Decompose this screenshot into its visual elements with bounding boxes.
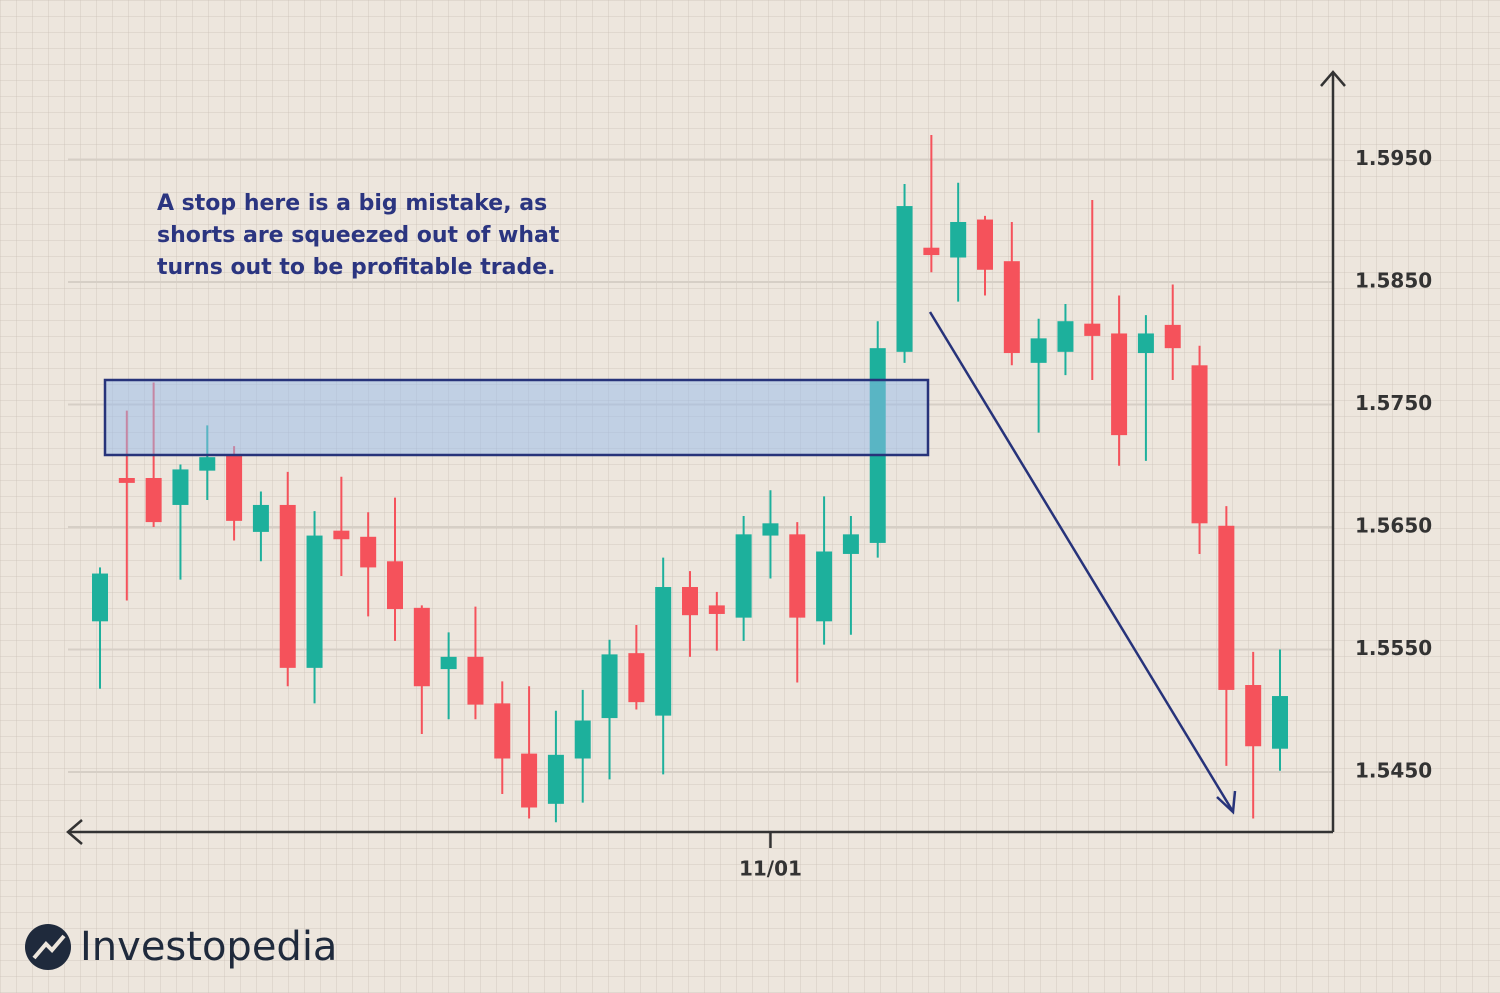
x-tick-label: 11/01: [739, 857, 802, 881]
candle-body: [1084, 323, 1101, 336]
y-tick-label: 1.5650: [1355, 513, 1432, 537]
candle-body: [440, 656, 457, 670]
candle-body: [1137, 333, 1154, 354]
candle-body: [842, 534, 859, 554]
candle-body: [360, 536, 377, 568]
y-tick-label: 1.5750: [1355, 391, 1432, 415]
candle-body: [950, 221, 967, 258]
y-tick-label: 1.5850: [1355, 269, 1432, 293]
annotation: A stop here is a big mistake, as shorts …: [157, 191, 560, 280]
candle-body: [547, 754, 564, 804]
candle-body: [306, 535, 323, 668]
candle-body: [1191, 365, 1208, 524]
candle-body: [628, 653, 645, 703]
candle-body: [923, 247, 940, 256]
candle-body: [601, 654, 618, 719]
candle-body: [1111, 333, 1128, 436]
y-tick-label: 1.5550: [1355, 636, 1432, 660]
candle-body: [896, 206, 913, 352]
candle-body: [574, 720, 591, 759]
logo-icon-line: [32, 934, 66, 960]
logo: Investopedia: [25, 924, 337, 970]
candle-body: [118, 477, 135, 483]
candle-body: [789, 534, 806, 618]
annotation-line: turns out to be profitable trade.: [157, 255, 556, 280]
candle-body: [226, 455, 243, 521]
candle-body: [682, 587, 698, 616]
annotation-line: A stop here is a big mistake, as: [157, 191, 547, 216]
y-tick-label: 1.5950: [1355, 146, 1432, 170]
candle-body: [252, 504, 269, 532]
candle-body: [521, 753, 538, 808]
trend-arrow-head: [1216, 790, 1237, 815]
candle-body: [1272, 696, 1288, 749]
candle-body: [735, 534, 752, 618]
candle-body: [1057, 321, 1074, 352]
candle-body: [333, 530, 350, 540]
candle-body: [1218, 525, 1235, 690]
highlight-zone: [103, 378, 930, 457]
candle-body: [655, 587, 672, 716]
candle-body: [494, 703, 511, 759]
y-axis-arrow: [1320, 70, 1346, 87]
candle-body: [762, 523, 779, 536]
candle-body: [199, 457, 216, 471]
logo-text: Investopedia: [80, 924, 337, 970]
candle-body: [172, 469, 189, 505]
x-axis-arrow: [66, 819, 83, 845]
annotation-line: shorts are squeezed out of what: [157, 223, 560, 248]
candle-body: [467, 656, 484, 705]
candle-body: [387, 561, 403, 610]
candle-body: [1245, 685, 1262, 747]
candle-body: [816, 551, 833, 622]
y-tick-label: 1.5450: [1355, 758, 1432, 782]
candle-body: [1164, 324, 1181, 349]
candle-body: [977, 219, 993, 270]
candle-body: [413, 607, 430, 687]
candle-body: [279, 504, 296, 668]
candle-body: [92, 573, 108, 622]
candle-body: [145, 477, 162, 523]
candle-body: [1030, 338, 1047, 363]
trend-arrow: [928, 311, 1234, 811]
candle-body: [1003, 261, 1020, 354]
candle-body: [708, 605, 725, 614]
